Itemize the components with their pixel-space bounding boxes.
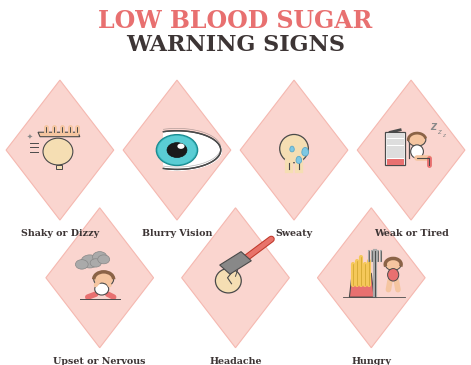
Text: Shaky or Dizzy: Shaky or Dizzy (21, 229, 99, 238)
Polygon shape (317, 208, 425, 348)
Polygon shape (123, 80, 231, 220)
FancyBboxPatch shape (387, 132, 404, 138)
Ellipse shape (411, 145, 423, 158)
Polygon shape (240, 80, 348, 220)
Circle shape (408, 133, 426, 146)
Text: Z: Z (430, 123, 436, 132)
Circle shape (158, 136, 196, 164)
Text: Weak or Tired: Weak or Tired (374, 229, 448, 238)
Text: z: z (442, 133, 445, 138)
FancyBboxPatch shape (387, 146, 404, 151)
FancyBboxPatch shape (387, 159, 404, 165)
Text: ✦: ✦ (27, 134, 33, 140)
Text: z: z (437, 128, 441, 135)
Text: Blurry Vision: Blurry Vision (142, 229, 212, 238)
Text: WARNING SIGNS: WARNING SIGNS (126, 34, 345, 56)
Circle shape (93, 251, 107, 262)
Polygon shape (296, 156, 301, 164)
Text: Hungry: Hungry (351, 357, 391, 365)
Ellipse shape (388, 269, 399, 281)
Text: LOW BLOOD SUGAR: LOW BLOOD SUGAR (98, 9, 373, 32)
Text: Headache: Headache (209, 357, 262, 365)
Text: Upset or Nervous: Upset or Nervous (54, 357, 146, 365)
Circle shape (178, 143, 185, 149)
Polygon shape (182, 208, 289, 348)
FancyBboxPatch shape (387, 152, 404, 158)
Polygon shape (290, 146, 294, 152)
Circle shape (97, 255, 110, 264)
Circle shape (94, 272, 114, 287)
Polygon shape (56, 165, 62, 169)
Ellipse shape (43, 138, 73, 165)
Polygon shape (219, 251, 252, 274)
Circle shape (385, 258, 401, 270)
Ellipse shape (280, 134, 309, 163)
Polygon shape (46, 208, 154, 348)
Polygon shape (302, 147, 309, 156)
Circle shape (90, 259, 101, 267)
Polygon shape (38, 132, 80, 137)
Ellipse shape (95, 283, 109, 295)
Circle shape (75, 260, 88, 269)
Polygon shape (357, 80, 465, 220)
Circle shape (81, 255, 98, 268)
Polygon shape (349, 273, 374, 297)
Polygon shape (6, 80, 114, 220)
FancyBboxPatch shape (385, 132, 405, 165)
Text: Sweaty: Sweaty (276, 229, 313, 238)
Circle shape (167, 143, 187, 158)
Ellipse shape (215, 269, 241, 293)
Circle shape (156, 135, 198, 166)
FancyBboxPatch shape (387, 139, 404, 145)
